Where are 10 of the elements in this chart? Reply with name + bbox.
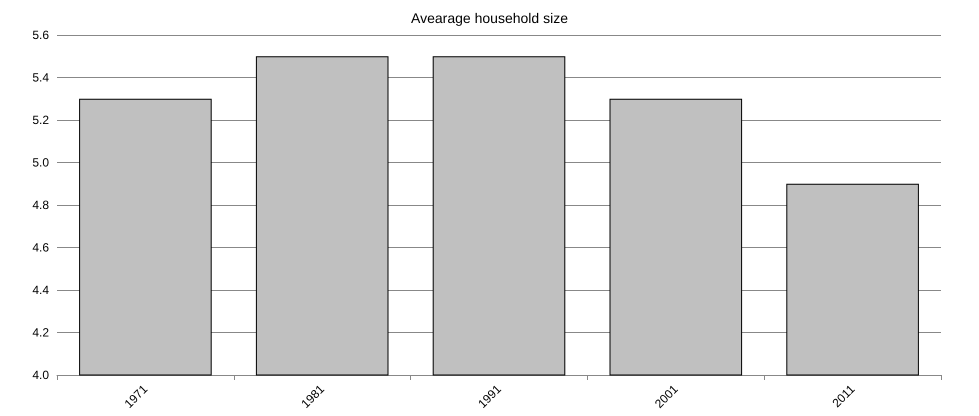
y-tick-label: 5.6 <box>32 28 50 42</box>
y-tick-label: 5.0 <box>32 156 50 170</box>
y-tick-label: 4.8 <box>32 198 50 212</box>
y-tick-label: 4.6 <box>32 240 50 254</box>
y-tick-label: 4.2 <box>32 326 50 340</box>
y-tick-label: 4.4 <box>32 283 50 297</box>
y-tick-label: 5.4 <box>32 70 50 84</box>
y-tick-label: 5.2 <box>32 113 50 127</box>
y-tick-label: 4.0 <box>32 368 50 382</box>
chart-title: Avearage household size <box>411 10 568 26</box>
